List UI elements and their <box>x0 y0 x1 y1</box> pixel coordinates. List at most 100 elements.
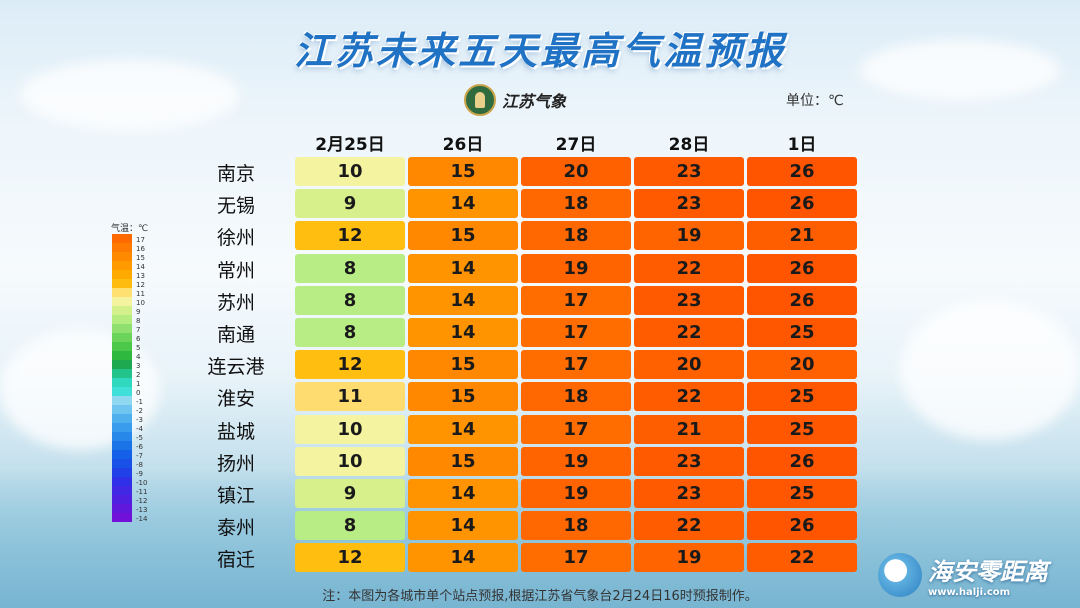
legend-swatch <box>112 360 132 369</box>
legend-label: 7 <box>136 326 141 334</box>
temperature-cell: 14 <box>408 285 518 315</box>
legend-label: -3 <box>136 416 143 424</box>
legend-swatch <box>112 486 132 495</box>
legend-title: 气温：℃ <box>111 224 149 234</box>
legend-swatch <box>112 234 132 243</box>
column-header: 1日 <box>787 135 817 155</box>
legend-label: -1 <box>136 398 143 406</box>
temperature-cell: 18 <box>521 189 631 219</box>
legend-label: -5 <box>136 434 143 442</box>
legend-swatch <box>112 279 132 288</box>
column-header: 26日 <box>442 135 484 155</box>
city-label: 苏州 <box>216 291 255 314</box>
temperature-cell: 18 <box>521 221 631 251</box>
city-label: 无锡 <box>216 195 255 218</box>
legend-swatch <box>112 261 132 270</box>
legend-swatch <box>112 477 132 486</box>
city-label: 南京 <box>216 163 255 185</box>
logo-text: 江苏气象 <box>502 92 567 111</box>
legend-swatch <box>112 351 132 360</box>
legend-swatch <box>112 396 132 405</box>
legend-swatch <box>112 270 132 279</box>
legend-label: -12 <box>136 497 148 505</box>
temperature-cell: 15 <box>408 157 518 186</box>
temperature-cell: 17 <box>521 318 631 347</box>
temperature-cell: 14 <box>408 253 518 283</box>
city-label: 宿迁 <box>216 549 255 572</box>
temperature-cell: 15 <box>408 350 518 380</box>
legend-swatch <box>112 423 132 432</box>
page-title: 江苏未来五天最高气温预报 <box>293 29 786 73</box>
legend-label: 5 <box>136 344 141 352</box>
temperature-cell: 17 <box>521 285 631 315</box>
legend-label: -7 <box>136 452 143 460</box>
temperature-cell: 18 <box>521 382 631 412</box>
legend-swatch <box>112 243 132 252</box>
temperature-cell: 15 <box>408 446 518 476</box>
city-label: 扬州 <box>216 452 255 475</box>
temperature-cell: 23 <box>634 189 744 219</box>
temperature-cell: 25 <box>747 479 857 508</box>
legend-swatch <box>112 342 132 351</box>
temperature-cell: 26 <box>747 189 857 219</box>
temperature-cell: 14 <box>408 318 518 347</box>
legend-label: 4 <box>136 353 141 361</box>
legend-label: 12 <box>136 281 145 289</box>
temperature-cell: 8 <box>295 318 405 347</box>
temperature-cell: 25 <box>747 318 857 347</box>
legend-label: 17 <box>136 236 145 244</box>
temperature-cell: 11 <box>295 382 405 412</box>
legend-label: -10 <box>136 479 148 487</box>
temperature-cell: 14 <box>408 543 518 573</box>
legend-swatch <box>112 414 132 423</box>
watermark-name: 海安零距离 <box>928 558 1048 586</box>
temperature-cell: 23 <box>634 479 744 508</box>
meteorology-emblem-icon <box>464 84 496 116</box>
legend-label: 13 <box>136 272 145 280</box>
temperature-cell: 20 <box>521 157 631 186</box>
temperature-cell: 20 <box>747 350 857 380</box>
legend-label: 16 <box>136 245 145 253</box>
city-label: 盐城 <box>216 420 255 443</box>
temperature-cell: 14 <box>408 511 518 541</box>
legend-label: 15 <box>136 254 145 262</box>
temperature-cell: 19 <box>634 543 744 573</box>
temperature-cell: 26 <box>747 285 857 315</box>
temperature-cell: 26 <box>747 446 857 476</box>
legend-swatch <box>112 333 132 342</box>
temperature-cell: 17 <box>521 350 631 380</box>
legend-label: 0 <box>136 389 141 397</box>
temperature-cell: 25 <box>747 414 857 444</box>
legend-swatch <box>112 252 132 261</box>
city-label: 常州 <box>216 259 255 282</box>
logo: 江苏气象 <box>464 84 566 116</box>
city-label: 泰州 <box>216 517 255 540</box>
temperature-cell: 10 <box>295 446 405 476</box>
temperature-cell: 20 <box>634 350 744 380</box>
temperature-cell: 9 <box>295 479 405 508</box>
temperature-cell: 26 <box>747 157 857 186</box>
legend-swatch <box>112 504 132 513</box>
legend-label: -9 <box>136 470 143 478</box>
legend-swatch <box>112 369 132 378</box>
temperature-cell: 8 <box>295 253 405 283</box>
legend-swatch <box>112 378 132 387</box>
legend-label: -4 <box>136 425 143 433</box>
temperature-cell: 23 <box>634 285 744 315</box>
temperature-cell: 22 <box>634 511 744 541</box>
legend-label: 6 <box>136 335 141 343</box>
temperature-cell: 12 <box>295 350 405 380</box>
temperature-cell: 12 <box>295 543 405 573</box>
legend-label: 14 <box>136 263 145 271</box>
legend-label: -11 <box>136 488 148 496</box>
temperature-cell: 15 <box>408 221 518 251</box>
city-label: 徐州 <box>216 227 255 250</box>
temperature-cell: 10 <box>295 414 405 444</box>
legend-label: -6 <box>136 443 143 451</box>
legend-swatch <box>112 306 132 315</box>
city-label: 南通 <box>216 324 255 346</box>
legend-label: 8 <box>136 317 141 325</box>
legend-swatch <box>112 513 132 522</box>
temperature-cell: 25 <box>747 382 857 412</box>
city-label: 连云港 <box>207 356 265 379</box>
